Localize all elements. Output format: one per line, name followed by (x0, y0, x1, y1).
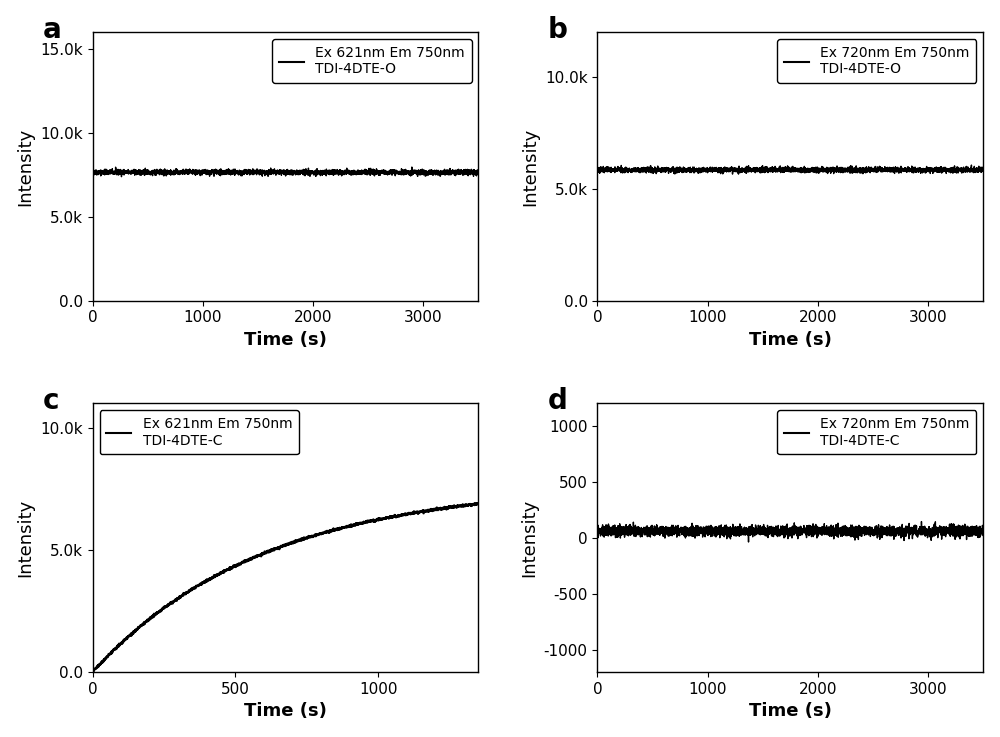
Text: c: c (42, 388, 59, 416)
Text: a: a (42, 16, 61, 44)
Y-axis label: Intensity: Intensity (17, 499, 35, 577)
Y-axis label: Intensity: Intensity (17, 128, 35, 206)
Legend: Ex 621nm Em 750nm
TDI-4DTE-O: Ex 621nm Em 750nm TDI-4DTE-O (272, 39, 472, 83)
Legend: Ex 720nm Em 750nm
TDI-4DTE-C: Ex 720nm Em 750nm TDI-4DTE-C (777, 411, 976, 455)
X-axis label: Time (s): Time (s) (749, 331, 832, 349)
Legend: Ex 621nm Em 750nm
TDI-4DTE-C: Ex 621nm Em 750nm TDI-4DTE-C (100, 411, 299, 455)
Y-axis label: Intensity: Intensity (522, 128, 540, 206)
Legend: Ex 720nm Em 750nm
TDI-4DTE-O: Ex 720nm Em 750nm TDI-4DTE-O (777, 39, 976, 83)
Y-axis label: Intensity: Intensity (520, 499, 538, 577)
X-axis label: Time (s): Time (s) (244, 331, 327, 349)
X-axis label: Time (s): Time (s) (244, 702, 327, 720)
Text: d: d (547, 388, 567, 416)
Text: b: b (547, 16, 567, 44)
X-axis label: Time (s): Time (s) (749, 702, 832, 720)
